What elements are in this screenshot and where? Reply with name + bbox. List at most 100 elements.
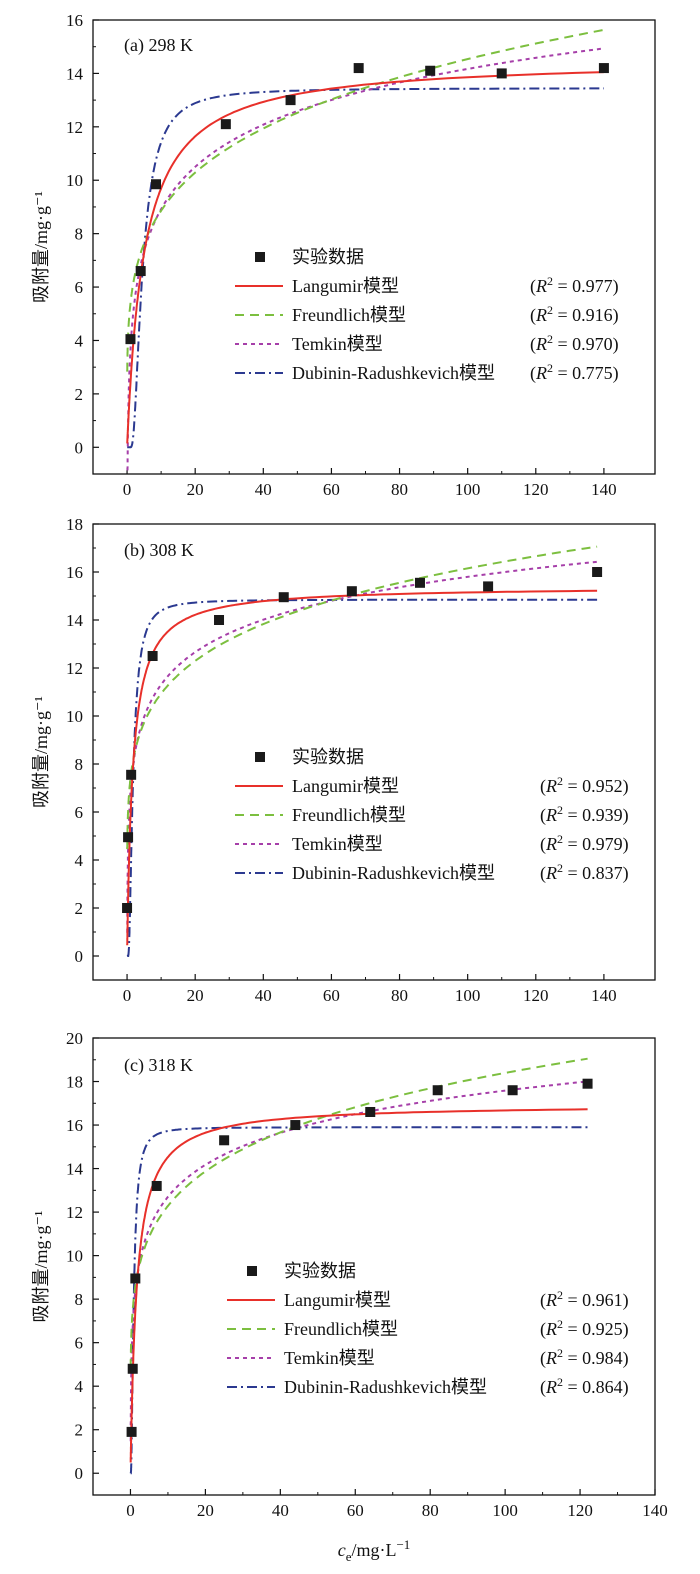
data-point (592, 567, 603, 577)
panel-title: (b) 308 K (124, 540, 194, 561)
y-tick-label: 0 (75, 438, 84, 457)
chart-panel-2: 0 20 40 60 80 100 120 140 0 2 4 6 8 10 12 14 16 18 吸附量/mg·… (31, 515, 656, 1005)
x-tick-label: 0 (126, 1501, 135, 1520)
legend-label-temkin: Temkin模型 (284, 1348, 375, 1368)
legend-label-freundlich: Freundlich模型 (292, 305, 406, 325)
data-point (598, 63, 609, 74)
dr-curve (127, 87, 604, 449)
y-tick-label: 12 (66, 1203, 83, 1222)
data-point (147, 651, 158, 661)
freundlich-curve (126, 545, 598, 850)
data-point (414, 577, 425, 588)
y-tick-label: 16 (66, 1116, 83, 1135)
y-tick-label: 12 (66, 659, 83, 678)
plot-frame (92, 523, 656, 981)
y-tick-label: 6 (75, 278, 84, 297)
data-point (425, 65, 436, 76)
r2-label-langmuir: (R2 = 0.952) (540, 774, 629, 797)
data-point (285, 95, 296, 106)
y-tick-label: 18 (66, 1073, 83, 1092)
x-tick-label: 100 (455, 480, 481, 499)
data-point (214, 615, 225, 625)
temkin-curve (126, 560, 598, 933)
langmuir-curve (129, 1108, 588, 1463)
x-axis-label: ce/mg·L−1 (338, 1537, 411, 1564)
r2-label-freundlich: (R2 = 0.939) (540, 803, 629, 826)
data-point (125, 334, 136, 345)
x-tick-label: 60 (323, 986, 340, 1005)
x-tick-label: 20 (187, 986, 204, 1005)
y-tick-label: 8 (75, 225, 84, 244)
r2-label-temkin: (R2 = 0.979) (540, 832, 629, 855)
y-tick-label: 14 (66, 611, 84, 630)
chart-panel-1: 0 20 40 60 80 100 120 140 0 2 4 6 8 10 12 14 16 吸附量/mg·g⁻… (31, 11, 656, 499)
y-tick-label: 6 (75, 1334, 84, 1353)
y-tick-label: 14 (66, 1160, 84, 1179)
data-point (507, 1085, 518, 1096)
legend-label-temkin: Temkin模型 (292, 334, 383, 354)
legend-label-data: 实验数据 (292, 247, 364, 267)
data-point (220, 119, 231, 130)
y-tick-label: 4 (75, 331, 84, 350)
data-point (130, 1273, 141, 1284)
y-tick-label: 0 (75, 947, 84, 966)
x-tick-label: 60 (347, 1501, 364, 1520)
r2-label-temkin: (R2 = 0.970) (530, 332, 619, 355)
data-point (432, 1085, 443, 1096)
legend-marker-data (255, 252, 265, 262)
y-tick-label: 20 (66, 1029, 83, 1048)
legend: 实验数据 Langumir模型 (R2 = 0.961) Freundlich模型 (R… (227, 1261, 629, 1398)
data-point (135, 266, 146, 277)
legend-label-data: 实验数据 (284, 1261, 356, 1281)
x-tick-label: 140 (591, 986, 617, 1005)
data-point (290, 1120, 301, 1131)
r2-label-freundlich: (R2 = 0.925) (540, 1317, 629, 1340)
y-tick-label: 4 (75, 851, 84, 870)
x-tick-label: 80 (422, 1501, 439, 1520)
x-tick-label: 100 (492, 1501, 518, 1520)
data-point (122, 903, 133, 913)
y-tick-label: 0 (75, 1464, 84, 1483)
y-tick-label: 18 (66, 515, 83, 534)
y-tick-label: 10 (66, 707, 83, 726)
x-tick-label: 140 (642, 1501, 668, 1520)
x-tick-label: 0 (123, 480, 132, 499)
y-tick-label: 16 (66, 11, 83, 30)
freundlich-curve (126, 28, 605, 372)
y-tick-label: 8 (75, 1290, 84, 1309)
r2-label-temkin: (R2 = 0.984) (540, 1346, 629, 1369)
r2-label-freundlich: (R2 = 0.916) (530, 303, 619, 326)
x-tick-label: 40 (255, 986, 272, 1005)
r2-label-langmuir: (R2 = 0.961) (540, 1288, 629, 1311)
x-tick-label: 20 (187, 480, 204, 499)
x-tick-label: 40 (255, 480, 272, 499)
x-tick-label: 120 (567, 1501, 593, 1520)
legend-marker-data (247, 1266, 257, 1276)
legend-label-langmuir: Langumir模型 (284, 1290, 391, 1310)
legend-label-dr: Dubinin-Radushkevich模型 (292, 363, 495, 383)
y-axis-label: 吸附量/mg·g⁻¹ (31, 191, 51, 303)
data-point (496, 68, 507, 79)
y-tick-label: 10 (66, 171, 83, 190)
r2-label-dr: (R2 = 0.864) (540, 1375, 629, 1398)
legend: 实验数据 Langumir模型 (R2 = 0.952) Freundlich模型 (R… (235, 747, 629, 884)
legend-label-langmuir: Langumir模型 (292, 776, 399, 796)
legend-label-temkin: Temkin模型 (292, 834, 383, 854)
data-point (219, 1135, 230, 1146)
temkin-curve (126, 47, 605, 471)
langmuir-curve (126, 71, 604, 444)
legend-marker-data (255, 752, 265, 762)
r2-label-dr: (R2 = 0.837) (540, 861, 629, 884)
y-tick-label: 10 (66, 1247, 83, 1266)
y-tick-label: 8 (75, 755, 84, 774)
y-tick-label: 2 (75, 899, 84, 918)
data-point (278, 592, 289, 603)
y-tick-label: 16 (66, 563, 83, 582)
data-point (353, 63, 364, 74)
x-tick-label: 0 (123, 986, 132, 1005)
x-tick-label: 80 (391, 480, 408, 499)
legend-label-freundlich: Freundlich模型 (284, 1319, 398, 1339)
r2-label-langmuir: (R2 = 0.977) (530, 274, 619, 297)
x-tick-label: 20 (197, 1501, 214, 1520)
legend: 实验数据 Langumir模型 (R2 = 0.977) Freundlich模型 (R… (235, 247, 619, 384)
